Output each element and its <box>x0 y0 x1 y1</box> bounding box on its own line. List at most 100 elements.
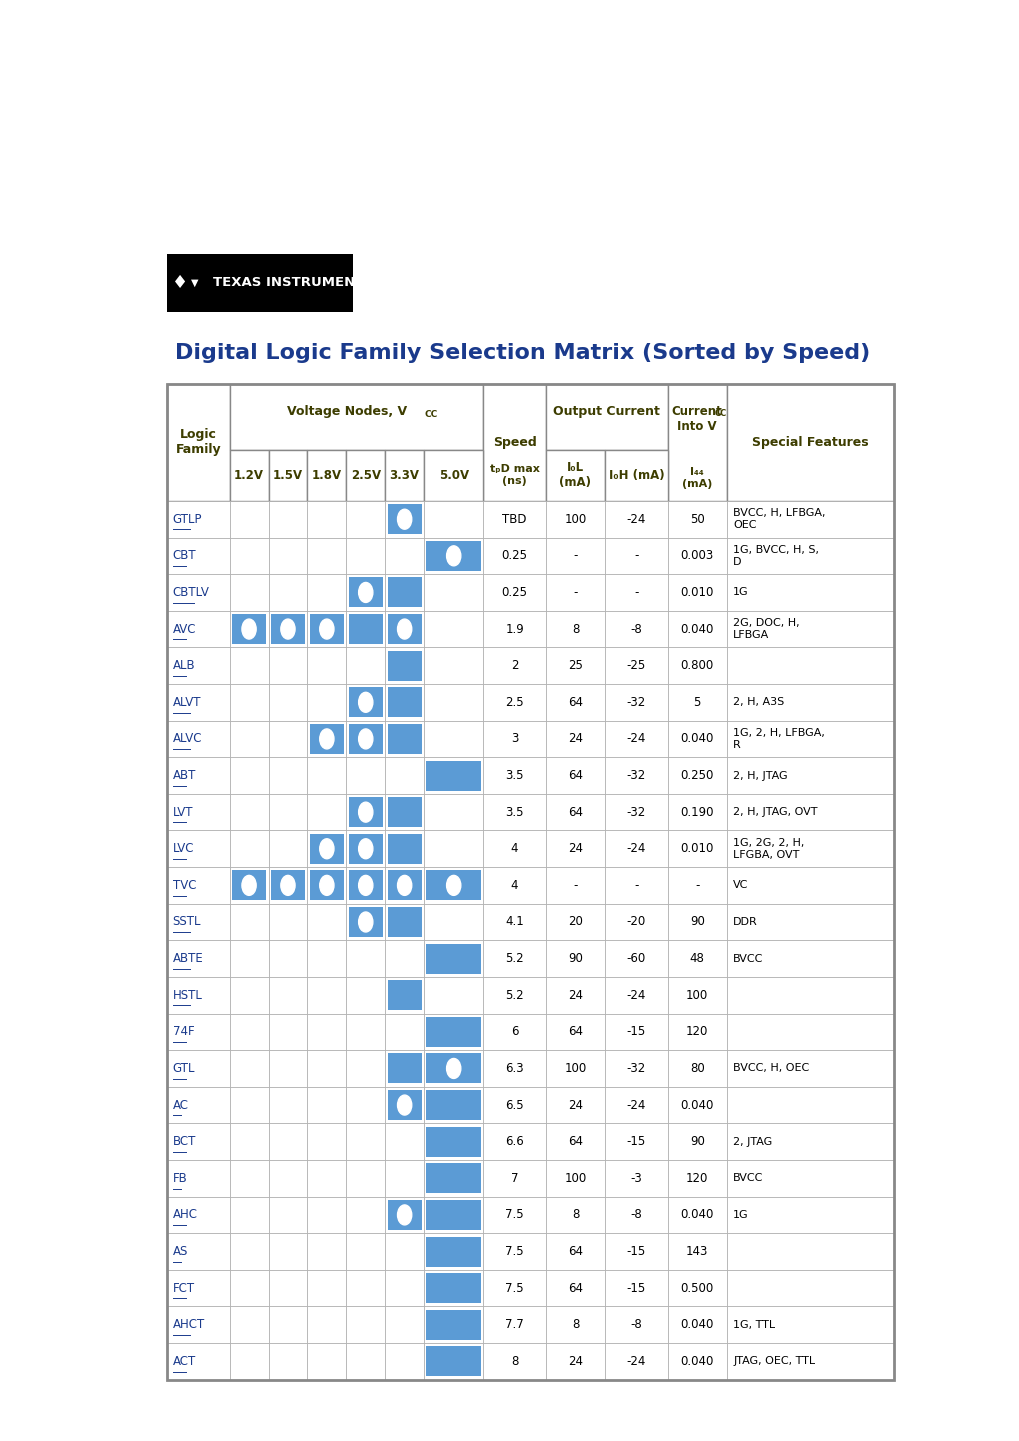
Bar <box>727 501 894 537</box>
Text: -15: -15 <box>626 1026 645 1039</box>
Bar <box>268 1270 307 1307</box>
Text: 90: 90 <box>568 953 582 965</box>
Bar <box>667 611 727 647</box>
Text: 4: 4 <box>511 842 518 856</box>
Bar <box>229 720 268 757</box>
Text: FCT: FCT <box>172 1281 195 1294</box>
Bar <box>268 1160 307 1196</box>
Bar <box>307 720 346 757</box>
Text: 100: 100 <box>686 989 707 1001</box>
Bar <box>167 941 229 977</box>
Bar <box>727 574 894 611</box>
Bar <box>346 1087 385 1124</box>
Bar <box>231 614 266 644</box>
Bar <box>387 614 421 644</box>
Bar <box>167 501 229 537</box>
Bar <box>346 1233 385 1270</box>
Bar <box>167 1087 229 1124</box>
Bar <box>424 1050 483 1087</box>
Text: 24: 24 <box>568 842 583 856</box>
Bar <box>426 1200 480 1231</box>
Bar <box>483 383 545 501</box>
Bar <box>346 684 385 720</box>
Bar <box>307 794 346 830</box>
Bar <box>545 647 604 684</box>
Bar <box>385 867 424 904</box>
Bar <box>385 1160 424 1196</box>
Bar <box>268 1013 307 1050</box>
Bar <box>229 867 268 904</box>
Circle shape <box>242 875 256 895</box>
Text: 0.003: 0.003 <box>680 549 713 562</box>
Bar <box>268 867 307 904</box>
Bar <box>727 1013 894 1050</box>
Bar <box>271 870 305 901</box>
Bar <box>307 1307 346 1343</box>
Bar <box>229 1307 268 1343</box>
Text: Output Current: Output Current <box>552 405 659 418</box>
Bar <box>167 757 229 794</box>
Bar <box>268 1307 307 1343</box>
Text: 4: 4 <box>511 879 518 892</box>
Bar <box>545 977 604 1013</box>
Text: 24: 24 <box>568 1098 583 1111</box>
Bar <box>604 1270 667 1307</box>
Bar <box>348 614 382 644</box>
Bar <box>727 904 894 941</box>
Bar <box>424 941 483 977</box>
Bar <box>307 941 346 977</box>
Text: -24: -24 <box>626 842 645 856</box>
Text: 64: 64 <box>568 1245 583 1258</box>
Text: 6.6: 6.6 <box>504 1136 524 1148</box>
Bar <box>385 794 424 830</box>
Text: BVCC, H, OEC: BVCC, H, OEC <box>733 1063 809 1074</box>
Text: 1.2V: 1.2V <box>233 468 264 481</box>
Bar <box>229 383 483 450</box>
Bar <box>667 720 727 757</box>
Bar <box>727 684 894 720</box>
Text: 0.500: 0.500 <box>680 1281 713 1294</box>
Bar <box>387 723 421 754</box>
Bar <box>387 870 421 901</box>
Bar <box>229 1343 268 1379</box>
Bar <box>346 1343 385 1379</box>
Bar <box>167 383 229 501</box>
Text: JTAG, OEC, TTL: JTAG, OEC, TTL <box>733 1356 814 1366</box>
Circle shape <box>397 875 412 895</box>
Bar <box>604 1013 667 1050</box>
Text: 74F: 74F <box>172 1026 194 1039</box>
Bar <box>727 1050 894 1087</box>
Bar <box>167 1233 229 1270</box>
Text: CBT: CBT <box>172 549 196 562</box>
Bar <box>385 1050 424 1087</box>
Bar <box>268 977 307 1013</box>
Bar <box>348 870 382 901</box>
Bar <box>545 867 604 904</box>
Bar <box>268 904 307 941</box>
Bar <box>545 684 604 720</box>
Text: 0.800: 0.800 <box>680 659 713 672</box>
Text: 2, H, JTAG, OVT: 2, H, JTAG, OVT <box>733 807 817 817</box>
Text: ACT: ACT <box>172 1355 196 1368</box>
Bar <box>167 1013 229 1050</box>
Bar <box>667 904 727 941</box>
Text: 120: 120 <box>686 1026 708 1039</box>
Text: 0.040: 0.040 <box>680 623 713 635</box>
Text: 0.25: 0.25 <box>501 586 527 599</box>
Text: 143: 143 <box>686 1245 708 1258</box>
Bar <box>229 1050 268 1087</box>
Bar <box>268 611 307 647</box>
Bar <box>604 574 667 611</box>
Text: -32: -32 <box>626 696 645 709</box>
Text: -24: -24 <box>626 1355 645 1368</box>
Bar <box>604 1124 667 1160</box>
Bar <box>268 720 307 757</box>
Text: HSTL: HSTL <box>172 989 202 1001</box>
Bar <box>346 1307 385 1343</box>
Text: Logic
Family: Logic Family <box>175 428 221 457</box>
Bar <box>167 574 229 611</box>
Bar <box>426 1127 480 1157</box>
Bar <box>424 977 483 1013</box>
Text: 0.190: 0.190 <box>680 806 713 818</box>
Bar <box>346 1124 385 1160</box>
